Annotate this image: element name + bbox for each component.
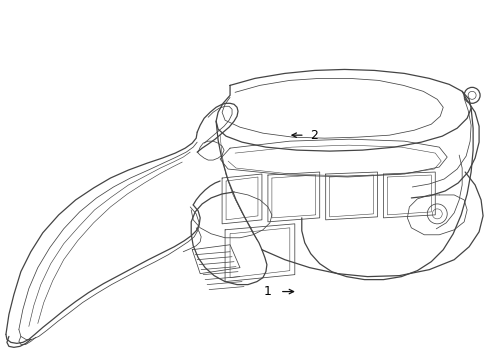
Text: 1: 1 <box>264 285 272 298</box>
Text: 2: 2 <box>310 129 318 142</box>
